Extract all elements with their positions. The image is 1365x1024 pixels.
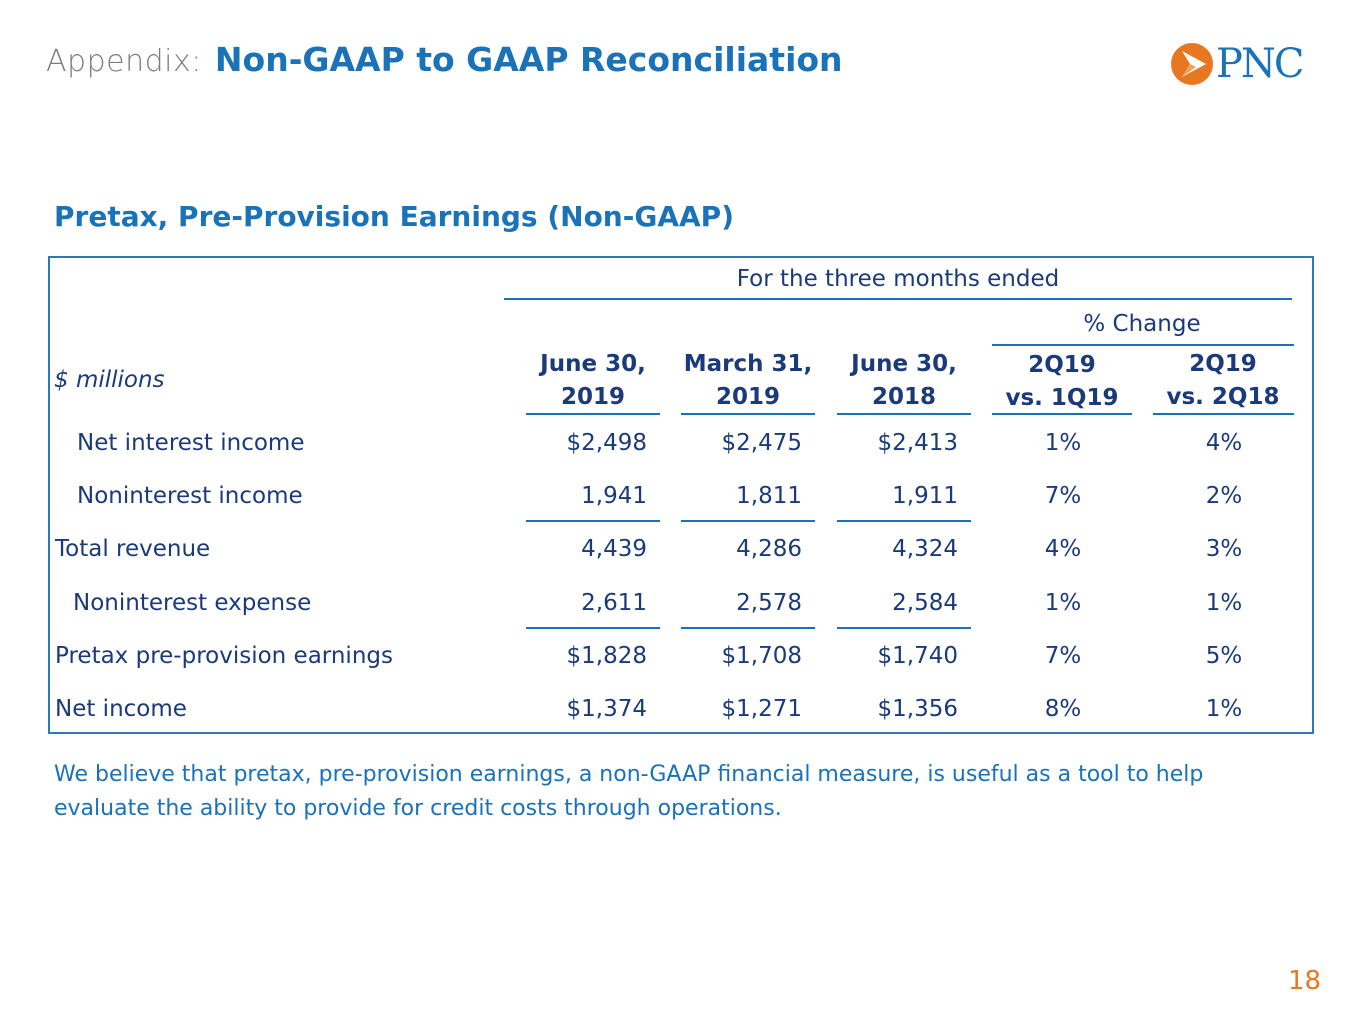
subtotal-rule	[837, 627, 971, 629]
column-header-line2: vs. 2Q18	[1166, 384, 1280, 410]
column-header-rule	[837, 413, 971, 415]
subtotal-rule	[526, 520, 660, 522]
column-header-rule	[526, 413, 660, 415]
column-header-line1: 2Q19	[1028, 352, 1096, 378]
table-cell: 4%	[1205, 430, 1243, 456]
table-cell: 4%	[1044, 536, 1082, 562]
table-cell: $1,374	[566, 696, 647, 722]
table-cell: $1,708	[721, 643, 802, 669]
column-header-line2: vs. 1Q19	[1005, 385, 1119, 411]
pnc-logo-icon	[1171, 43, 1213, 85]
subtotal-rule	[526, 627, 660, 629]
table-cell: 4,286	[736, 536, 802, 562]
column-header-line1: June 30,	[540, 351, 646, 377]
period-header-rule	[504, 298, 1292, 300]
row-label-net-interest-income: Net interest income	[77, 430, 305, 456]
footnote: We believe that pretax, pre-provision ea…	[54, 762, 1204, 821]
table-cell: 4,324	[892, 536, 958, 562]
table-cell: 2,584	[892, 590, 958, 616]
change-header-rule	[992, 344, 1294, 346]
column-header-line1: 2Q19	[1189, 351, 1257, 377]
column-header-line1: June 30,	[851, 351, 957, 377]
row-label-noninterest-income: Noninterest income	[77, 483, 303, 509]
slide-header: Appendix: Non-GAAP to GAAP Reconciliatio…	[46, 40, 843, 79]
column-header-2q19-vs-1q19: 2Q19 vs. 1Q19	[992, 349, 1132, 415]
table-cell: 1,911	[892, 483, 958, 509]
table-cell: 1,811	[736, 483, 802, 509]
change-header: % Change	[1083, 311, 1201, 337]
logo-wordmark: PNC	[1216, 41, 1305, 87]
period-header: For the three months ended	[736, 266, 1060, 292]
column-header-rule	[1153, 413, 1294, 415]
slide-title: Non-GAAP to GAAP Reconciliation	[214, 40, 843, 79]
appendix-label: Appendix:	[46, 44, 202, 79]
table-cell: 3%	[1205, 536, 1243, 562]
table-cell: 7%	[1044, 483, 1082, 509]
column-header-line1: March 31,	[683, 351, 813, 377]
column-header-rule	[992, 413, 1132, 415]
row-label-net-income: Net income	[55, 696, 187, 722]
reconciliation-table	[48, 256, 1314, 734]
pnc-logo: PNC	[1170, 40, 1320, 88]
units-label: $ millions	[54, 367, 165, 393]
table-cell: $2,413	[877, 430, 958, 456]
column-header-rule	[681, 413, 815, 415]
table-cell: $1,828	[566, 643, 647, 669]
table-cell: 8%	[1044, 696, 1082, 722]
table-cell: $1,356	[877, 696, 958, 722]
column-header-june-2018: June 30, 2018	[837, 348, 971, 414]
column-header-june-2019: June 30, 2019	[526, 348, 660, 414]
table-cell: 4,439	[581, 536, 647, 562]
row-label-pretax-pre-provision-earnings: Pretax pre-provision earnings	[55, 643, 393, 669]
table-cell: 1,941	[581, 483, 647, 509]
column-header-march-2019: March 31, 2019	[681, 348, 815, 414]
table-cell: 2,578	[736, 590, 802, 616]
column-header-line2: 2018	[871, 384, 936, 410]
table-cell: $1,740	[877, 643, 958, 669]
table-cell: 1%	[1205, 590, 1243, 616]
table-cell: 1%	[1044, 430, 1082, 456]
table-cell: 7%	[1044, 643, 1082, 669]
subtotal-rule	[681, 627, 815, 629]
table-cell: 5%	[1205, 643, 1243, 669]
column-header-2q19-vs-2q18: 2Q19 vs. 2Q18	[1153, 348, 1293, 414]
row-label-total-revenue: Total revenue	[55, 536, 211, 562]
table-cell: 1%	[1044, 590, 1082, 616]
page-number: 18	[1288, 966, 1322, 996]
column-header-line2: 2019	[560, 384, 625, 410]
section-title: Pretax, Pre-Provision Earnings (Non-GAAP…	[54, 200, 734, 233]
row-label-noninterest-expense: Noninterest expense	[73, 590, 312, 616]
table-cell: 2%	[1205, 483, 1243, 509]
table-cell: 1%	[1205, 696, 1243, 722]
column-header-line2: 2019	[715, 384, 780, 410]
subtotal-rule	[837, 520, 971, 522]
table-cell: $2,475	[721, 430, 802, 456]
table-cell: $2,498	[566, 430, 647, 456]
subtotal-rule	[681, 520, 815, 522]
table-cell: $1,271	[721, 696, 802, 722]
table-cell: 2,611	[581, 590, 647, 616]
